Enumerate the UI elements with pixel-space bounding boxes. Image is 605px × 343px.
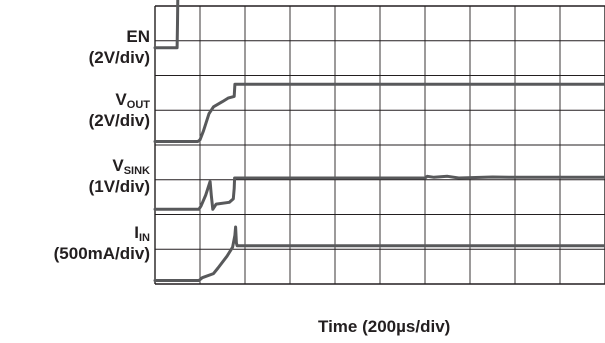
- en-name: EN: [126, 27, 150, 46]
- plot-grid: [154, 5, 605, 285]
- trace-en: [153, 0, 180, 50]
- vout-sub: OUT: [126, 99, 150, 111]
- iin-name: I: [134, 223, 139, 242]
- iin-sub: IN: [139, 232, 150, 244]
- trace-label-en: EN (2V/div): [89, 26, 150, 68]
- trace-vsink: [153, 174, 605, 211]
- plot-traces: [153, 0, 605, 282]
- trace-label-iin: IIN (500mA/div): [54, 222, 150, 264]
- x-axis-label: Time (200µs/div): [318, 317, 451, 336]
- vsink-scale: (1V/div): [88, 177, 150, 196]
- vout-name: V: [115, 90, 127, 109]
- trace-label-vout: VOUT (2V/div): [89, 89, 150, 131]
- trace-label-vsink: VSINK (1V/div): [89, 155, 150, 197]
- vsink-sub: SINK: [123, 165, 150, 177]
- trace-vout: [153, 82, 605, 143]
- vout-scale: (2V/div): [88, 111, 150, 130]
- trace-iin: [153, 225, 605, 282]
- vsink-name: V: [112, 156, 124, 175]
- en-scale: (2V/div): [88, 48, 150, 67]
- iin-scale: (500mA/div): [53, 244, 150, 263]
